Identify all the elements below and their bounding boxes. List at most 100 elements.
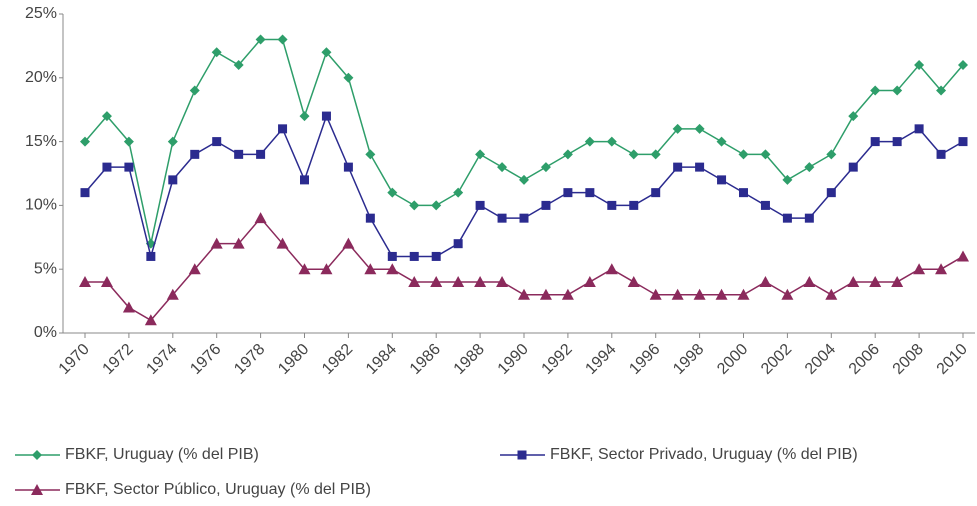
x-tick-label: 1982 — [319, 341, 356, 378]
legend-marker — [31, 484, 43, 495]
marker — [79, 275, 91, 287]
marker — [497, 213, 507, 223]
marker — [321, 47, 332, 58]
x-tick-label: 1976 — [187, 341, 224, 378]
marker — [650, 149, 661, 160]
marker — [300, 175, 309, 185]
x-tick-label: 1996 — [626, 341, 663, 378]
x-tick-label: 1992 — [539, 341, 576, 378]
marker — [671, 288, 684, 300]
marker — [276, 237, 289, 249]
marker — [386, 263, 399, 275]
marker — [233, 60, 244, 71]
marker — [958, 60, 968, 71]
marker — [649, 288, 662, 300]
marker — [825, 288, 838, 300]
marker — [342, 237, 355, 249]
x-tick-label: 1988 — [451, 341, 488, 378]
x-tick-label: 1974 — [143, 341, 180, 378]
marker — [166, 288, 179, 300]
marker — [848, 162, 858, 172]
y-tick-label: 0% — [34, 324, 57, 341]
marker — [804, 162, 815, 173]
marker — [605, 263, 618, 275]
marker — [539, 288, 552, 300]
marker — [958, 137, 968, 147]
x-tick-label: 2000 — [714, 341, 751, 378]
marker — [563, 188, 573, 198]
marker — [101, 111, 112, 122]
marker — [914, 124, 924, 134]
marker — [474, 275, 487, 287]
marker — [364, 263, 377, 275]
marker — [672, 123, 683, 134]
marker — [146, 251, 156, 261]
marker — [321, 111, 331, 121]
x-tick-label: 1980 — [275, 341, 312, 378]
marker — [475, 200, 485, 210]
marker — [737, 288, 750, 300]
marker — [189, 85, 200, 96]
marker — [629, 200, 639, 210]
marker — [607, 200, 617, 210]
x-tick-label: 1986 — [407, 341, 444, 378]
marker — [716, 136, 727, 147]
marker — [122, 301, 135, 313]
marker — [935, 263, 948, 275]
marker — [234, 149, 244, 159]
marker — [365, 149, 376, 160]
marker — [387, 187, 398, 198]
marker — [804, 213, 814, 223]
marker — [475, 149, 486, 160]
legend-label: FBKF, Sector Público, Uruguay (% del PIB… — [65, 481, 371, 498]
marker — [343, 72, 354, 83]
y-tick-label: 20% — [25, 69, 57, 86]
marker — [519, 213, 529, 223]
marker — [232, 237, 245, 249]
marker — [453, 187, 464, 198]
marker — [562, 149, 573, 160]
marker — [693, 288, 706, 300]
marker — [190, 149, 200, 159]
marker — [584, 136, 595, 147]
marker — [738, 149, 749, 160]
marker — [848, 111, 859, 122]
marker — [739, 188, 748, 198]
legend-marker — [32, 450, 42, 460]
marker — [298, 263, 311, 275]
marker — [892, 85, 903, 96]
marker — [188, 263, 201, 275]
x-tick-label: 2002 — [758, 341, 795, 378]
marker — [936, 149, 946, 159]
marker — [760, 200, 770, 210]
marker — [343, 162, 353, 172]
marker — [782, 213, 792, 223]
marker — [540, 162, 551, 173]
x-tick-label: 1970 — [56, 341, 93, 378]
marker — [431, 200, 442, 211]
marker — [585, 188, 595, 198]
legend-label: FBKF, Sector Privado, Uruguay (% del PIB… — [550, 446, 858, 463]
marker — [717, 175, 727, 185]
marker — [651, 188, 661, 198]
marker — [453, 239, 463, 249]
marker — [255, 34, 266, 45]
marker — [80, 188, 90, 198]
y-tick-label: 10% — [25, 197, 57, 214]
marker — [320, 263, 333, 275]
marker — [168, 175, 178, 185]
marker — [759, 275, 772, 287]
legend-label: FBKF, Uruguay (% del PIB) — [65, 446, 259, 463]
legend-marker — [517, 450, 527, 460]
marker — [936, 85, 947, 96]
marker — [409, 251, 419, 261]
marker — [387, 251, 397, 261]
marker — [409, 200, 420, 211]
x-tick-label: 1994 — [582, 341, 619, 378]
marker — [561, 288, 574, 300]
marker — [913, 263, 926, 275]
x-tick-label: 1984 — [363, 341, 400, 378]
marker — [100, 275, 113, 287]
marker — [211, 47, 222, 58]
